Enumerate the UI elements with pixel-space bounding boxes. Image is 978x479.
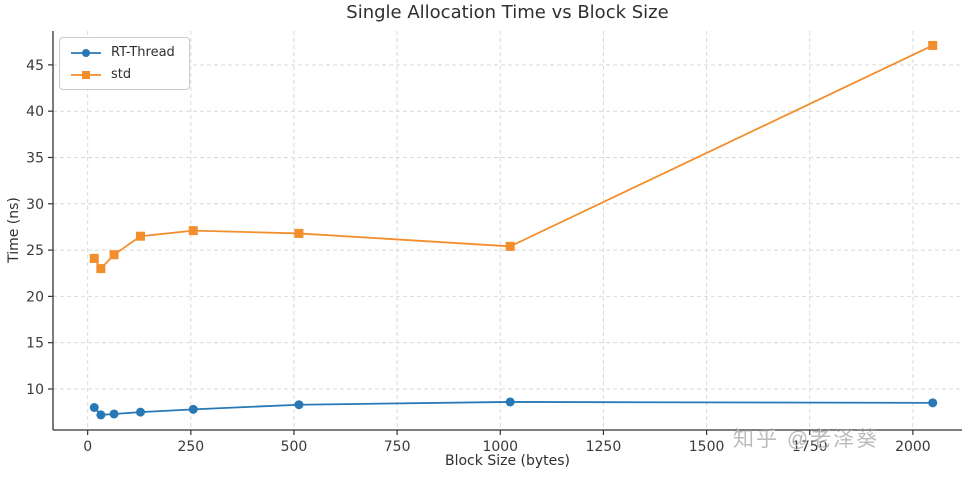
y-tick-label: 35 — [26, 150, 44, 166]
data-point-std — [505, 241, 515, 251]
data-point-std — [928, 40, 938, 50]
std-line-marker-icon — [71, 70, 101, 79]
data-point-std — [89, 253, 99, 263]
data-point-rt-thread — [96, 410, 106, 420]
legend: RT-Thread std — [59, 37, 190, 90]
rt-thread-line-marker-icon — [71, 48, 101, 57]
series-line-std — [93, 44, 934, 271]
watermark: 知乎 @老泽葵 — [733, 428, 880, 451]
y-tick-label: 40 — [26, 104, 44, 120]
chart-title: Single Allocation Time vs Block Size — [346, 2, 669, 23]
data-point-rt-thread — [89, 402, 99, 412]
x-tick-label: 1000 — [482, 439, 518, 455]
x-tick-label: 1750 — [792, 439, 828, 455]
data-point-rt-thread — [109, 409, 119, 419]
y-axis-label: Time (ns) — [6, 197, 22, 263]
data-point-std — [135, 231, 145, 241]
data-point-std — [294, 228, 304, 238]
data-point-std — [96, 264, 106, 274]
data-point-rt-thread — [505, 397, 515, 407]
legend-label-rt-thread: RT-Thread — [111, 45, 175, 60]
y-tick-label: 30 — [26, 197, 44, 213]
y-tick-label: 10 — [26, 382, 44, 398]
y-tick-label: 45 — [26, 58, 44, 74]
x-tick-label: 1500 — [689, 439, 725, 455]
data-point-std — [188, 226, 198, 236]
x-tick-label: 1250 — [586, 439, 622, 455]
data-point-rt-thread — [928, 398, 938, 408]
x-tick-label: 2000 — [895, 439, 931, 455]
x-tick-label: 750 — [384, 439, 411, 455]
data-point-rt-thread — [294, 400, 304, 410]
y-tick-label: 25 — [26, 243, 44, 259]
x-tick-label: 0 — [83, 439, 92, 455]
data-point-rt-thread — [188, 404, 198, 414]
legend-item-std: std — [70, 67, 175, 82]
x-tick-label: 500 — [281, 439, 308, 455]
x-axis-label: Block Size (bytes) — [445, 453, 570, 469]
x-tick-label: 250 — [177, 439, 204, 455]
data-point-std — [109, 250, 119, 260]
y-tick-label: 15 — [26, 336, 44, 352]
y-tick-label: 20 — [26, 289, 44, 305]
legend-item-rt-thread: RT-Thread — [70, 45, 175, 60]
data-point-rt-thread — [135, 407, 145, 417]
legend-label-std: std — [111, 67, 132, 82]
